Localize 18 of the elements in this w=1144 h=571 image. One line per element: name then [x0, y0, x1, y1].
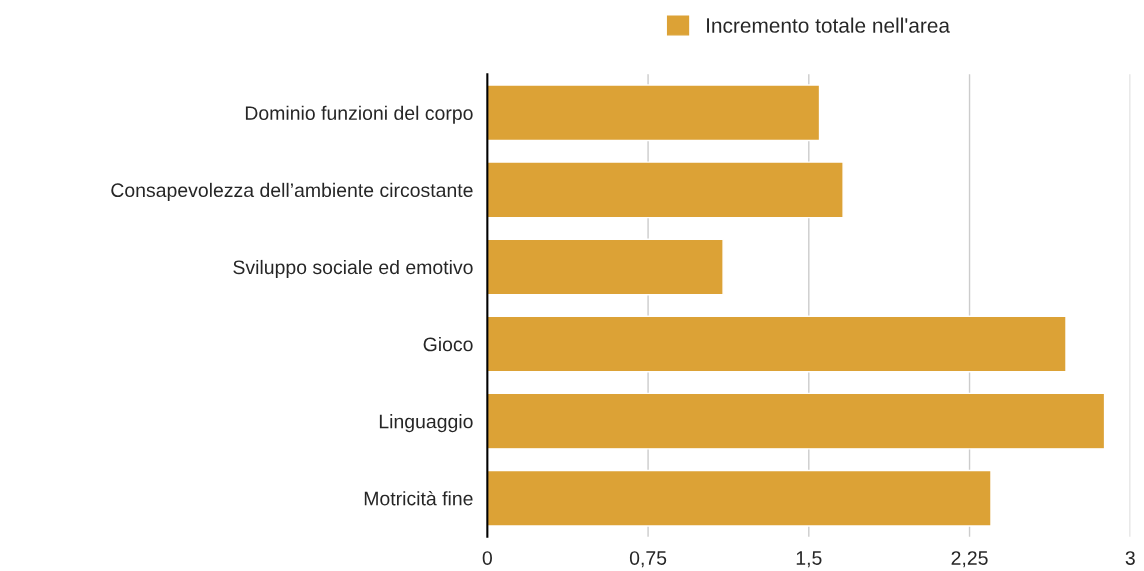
bar	[487, 84, 821, 142]
y-tick-label: Sviluppo sociale ed emotivo	[233, 259, 473, 279]
y-tick-label: Linguaggio	[379, 414, 473, 433]
bar	[487, 161, 844, 219]
x-tick-label: 0,75	[629, 551, 667, 568]
y-tick-label: Dominio funzioni del corpo	[245, 105, 473, 124]
x-tick-label: 2,25	[951, 551, 988, 568]
y-tick-label: Consapevolezza dell’ambiente circostante	[111, 182, 473, 201]
y-tick-label: Motricità fine	[364, 490, 473, 506]
bar	[487, 238, 724, 296]
x-tick-label: 1,5	[796, 551, 822, 568]
bar	[487, 315, 1067, 373]
bar	[487, 469, 992, 527]
x-tick-label: 0	[482, 551, 492, 565]
y-tick-label: Gioco	[423, 336, 473, 352]
x-tick-label: 3	[1125, 551, 1135, 565]
legend-label: Incremento totale nell'area	[707, 17, 950, 33]
bar	[487, 392, 1106, 450]
